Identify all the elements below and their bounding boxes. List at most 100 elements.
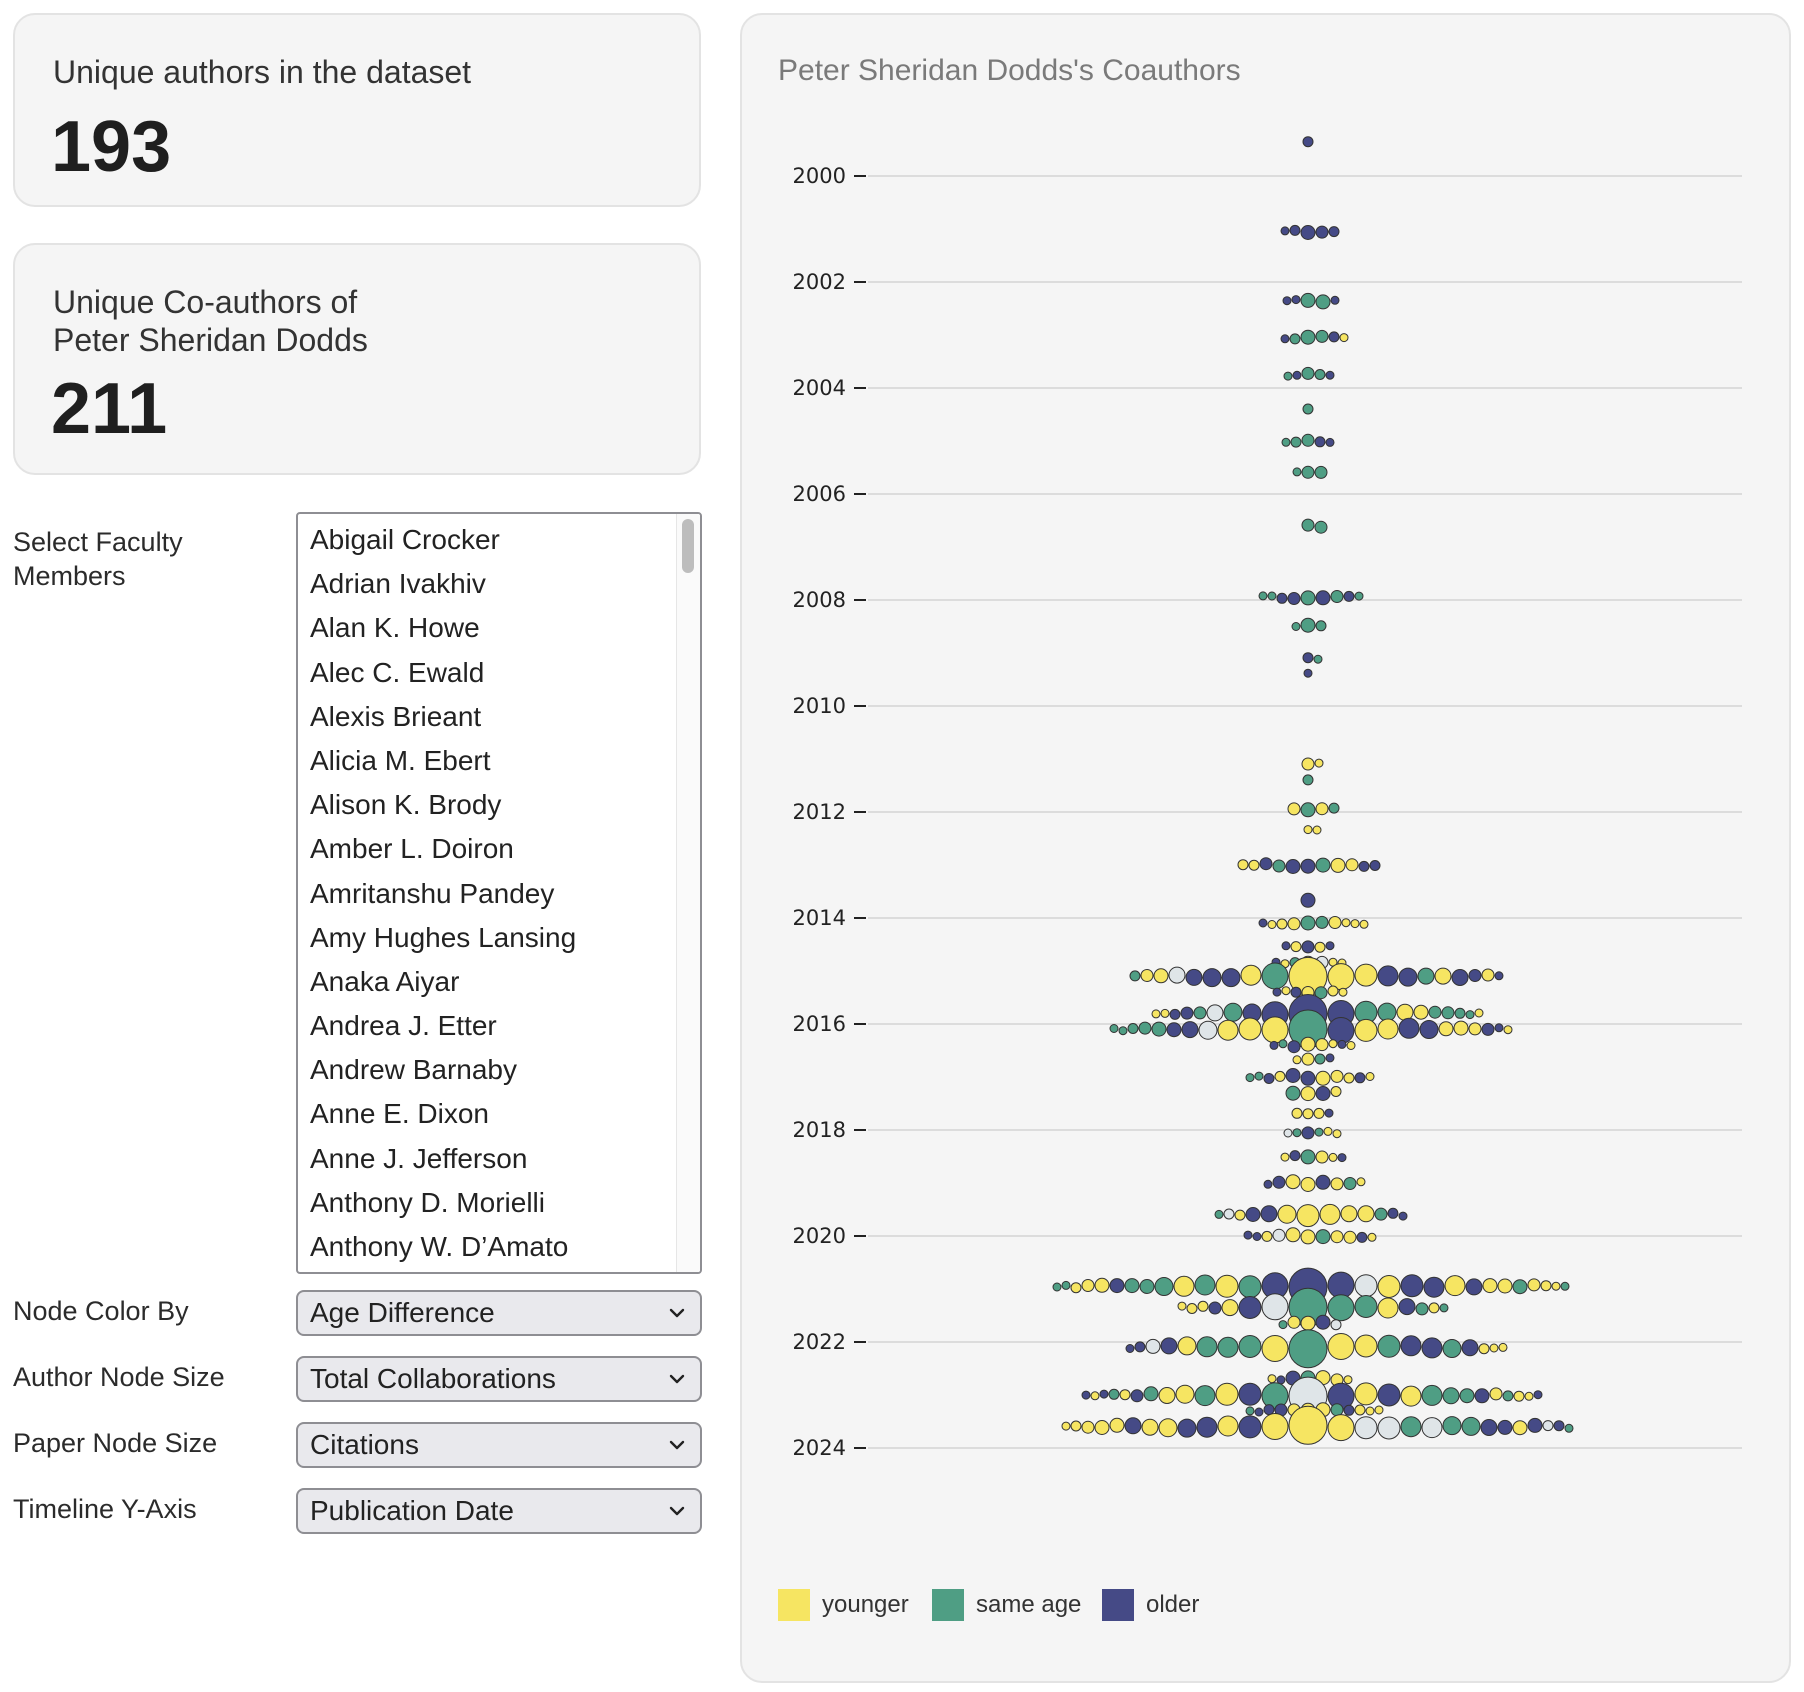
coauthor-node[interactable] — [1287, 592, 1301, 605]
coauthor-node[interactable] — [1129, 970, 1141, 982]
coauthor-node[interactable] — [1240, 964, 1262, 986]
coauthor-node[interactable] — [1301, 518, 1315, 532]
coauthor-node[interactable] — [1356, 1231, 1368, 1243]
coauthor-node[interactable] — [1489, 1343, 1499, 1353]
coauthor-node[interactable] — [1099, 1389, 1109, 1399]
coauthor-node[interactable] — [1459, 1388, 1475, 1404]
coauthor-node[interactable] — [1313, 1107, 1325, 1119]
coauthor-node[interactable] — [1261, 1230, 1273, 1242]
coauthor-node[interactable] — [1215, 1274, 1239, 1298]
coauthor-node[interactable] — [1338, 987, 1348, 997]
author-size-select[interactable]: Total Collaborations — [296, 1356, 702, 1402]
coauthor-node[interactable] — [1109, 1417, 1125, 1433]
coauthor-node[interactable] — [1127, 1023, 1139, 1034]
coauthor-node[interactable] — [1300, 802, 1316, 818]
node-color-select[interactable]: Age Difference — [296, 1290, 702, 1336]
coauthor-node[interactable] — [1327, 1294, 1355, 1322]
coauthor-node[interactable] — [1323, 1126, 1333, 1136]
coauthor-node[interactable] — [1533, 1390, 1543, 1400]
coauthor-node[interactable] — [1274, 1070, 1286, 1082]
coauthor-node[interactable] — [1158, 1387, 1176, 1404]
coauthor-node[interactable] — [1328, 1039, 1338, 1049]
faculty-option[interactable]: Abigail Crocker — [310, 524, 500, 555]
coauthor-node[interactable] — [1141, 1418, 1159, 1436]
coauthor-node[interactable] — [1300, 892, 1316, 908]
coauthor-node[interactable] — [1081, 1279, 1095, 1292]
coauthor-node[interactable] — [1134, 1341, 1146, 1353]
coauthor-node[interactable] — [1287, 802, 1301, 816]
coauthor-node[interactable] — [1314, 436, 1326, 448]
coauthor-node[interactable] — [1272, 859, 1286, 873]
coauthor-node[interactable] — [1289, 333, 1301, 345]
coauthor-node[interactable] — [1330, 1069, 1344, 1083]
coauthor-node[interactable] — [1453, 1020, 1469, 1036]
coauthor-node[interactable] — [1497, 1419, 1513, 1435]
coauthor-node[interactable] — [1124, 1417, 1142, 1435]
coauthor-node[interactable] — [1296, 1204, 1320, 1228]
coauthor-node[interactable] — [1300, 858, 1316, 874]
faculty-option[interactable]: Anthony W. D’Amato — [310, 1231, 569, 1262]
coauthor-node[interactable] — [1300, 590, 1316, 606]
coauthor-node[interactable] — [1238, 1335, 1262, 1358]
coauthor-node[interactable] — [1124, 1278, 1140, 1294]
coauthor-node[interactable] — [1524, 1391, 1534, 1401]
coauthor-node[interactable] — [1354, 1382, 1378, 1406]
faculty-option[interactable]: Amy Hughes Lansing — [310, 921, 577, 953]
coauthor-node[interactable] — [1442, 1416, 1462, 1436]
coauthor-node[interactable] — [1423, 1276, 1445, 1298]
coauthor-node[interactable] — [1489, 1387, 1503, 1401]
coauthor-node[interactable] — [1315, 1314, 1331, 1330]
coauthor-node[interactable] — [1263, 1404, 1275, 1416]
coauthor-node[interactable] — [1337, 1153, 1347, 1163]
coauthor-node[interactable] — [1330, 1319, 1342, 1331]
coauthor-node[interactable] — [1350, 919, 1360, 929]
timeline-axis-select[interactable]: Publication Date — [296, 1488, 702, 1534]
coauthor-node[interactable] — [1419, 1020, 1439, 1039]
coauthor-node[interactable] — [1285, 1227, 1301, 1243]
coauthor-node[interactable] — [1300, 1070, 1316, 1086]
coauthor-node[interactable] — [1194, 1385, 1216, 1407]
coauthor-node[interactable] — [1154, 1277, 1174, 1296]
coauthor-node[interactable] — [1169, 1008, 1181, 1020]
coauthor-node[interactable] — [1315, 1086, 1331, 1101]
coauthor-node[interactable] — [1400, 1416, 1422, 1438]
coauthor-node[interactable] — [1234, 1209, 1246, 1221]
coauthor-node[interactable] — [1314, 986, 1328, 1000]
coauthor-node[interactable] — [1387, 1207, 1399, 1219]
coauthor-node[interactable] — [1070, 1420, 1082, 1432]
coauthor-node[interactable] — [1276, 592, 1288, 604]
coauthor-node[interactable] — [1328, 226, 1340, 238]
faculty-option[interactable]: Alec C. Ewald — [310, 656, 485, 688]
coauthor-node[interactable] — [1185, 968, 1203, 986]
coauthor-node[interactable] — [1527, 1417, 1543, 1433]
coauthor-node[interactable] — [1267, 1374, 1277, 1384]
coauthor-node[interactable] — [1302, 403, 1314, 415]
coauthor-node[interactable] — [1428, 1302, 1440, 1314]
coauthor-node[interactable] — [1145, 1338, 1161, 1354]
coauthor-node[interactable] — [1339, 333, 1349, 343]
coauthor-node[interactable] — [1374, 1405, 1384, 1415]
coauthor-node[interactable] — [1327, 985, 1339, 997]
coauthor-node[interactable] — [1290, 941, 1302, 953]
coauthor-node[interactable] — [1315, 1229, 1331, 1245]
coauthor-node[interactable] — [1278, 1320, 1288, 1330]
coauthor-node[interactable] — [1281, 437, 1291, 447]
coauthor-node[interactable] — [1319, 1203, 1341, 1225]
coauthor-node[interactable] — [1300, 329, 1316, 345]
faculty-option[interactable]: Alison K. Brody — [310, 789, 502, 821]
coauthor-node[interactable] — [1301, 433, 1315, 447]
coauthor-node[interactable] — [1337, 1039, 1347, 1049]
coauthor-node[interactable] — [1070, 1282, 1082, 1294]
coauthor-node[interactable] — [1109, 1278, 1125, 1294]
faculty-option[interactable]: Alan K. Howe — [310, 612, 480, 644]
coauthor-node[interactable] — [1186, 1303, 1198, 1314]
coauthor-node[interactable] — [1325, 1053, 1335, 1063]
coauthor-node[interactable] — [1461, 1339, 1479, 1357]
coauthor-node[interactable] — [1261, 1293, 1289, 1321]
coauthor-node[interactable] — [1468, 969, 1482, 982]
coauthor-node[interactable] — [1285, 1068, 1301, 1083]
coauthor-node[interactable] — [1358, 860, 1370, 872]
coauthor-node[interactable] — [1327, 1414, 1355, 1442]
coauthor-node[interactable] — [1260, 1205, 1278, 1223]
coauthor-node[interactable] — [1354, 1072, 1366, 1084]
